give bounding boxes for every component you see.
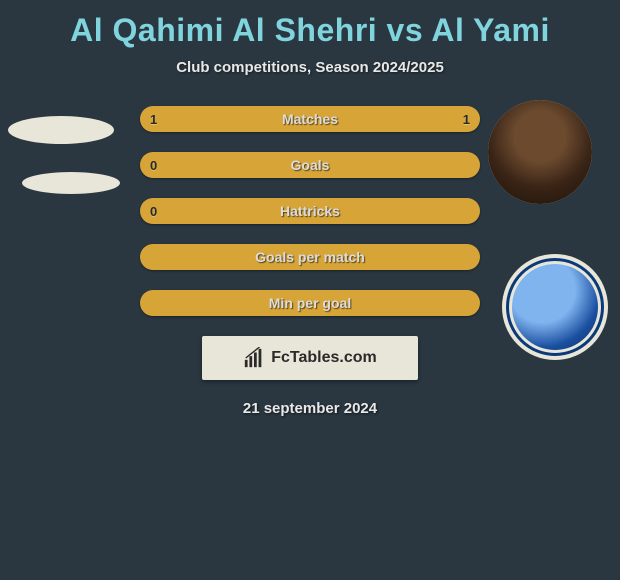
brand-box: FcTables.com [202,336,418,380]
stat-fill-right [310,106,480,132]
stat-row: Min per goal [140,290,480,316]
stat-fill-left [140,244,480,270]
comparison-panel: 11Matches 0Goals 0Hattricks Goals per match… [0,106,620,417]
right-club-badge [502,254,608,360]
stat-row: Goals per match [140,244,480,270]
page-title: Al Qahimi Al Shehri vs Al Yami [0,0,620,49]
stat-bars: 11Matches 0Goals 0Hattricks Goals per match… [140,106,480,316]
stat-row: 11Matches [140,106,480,132]
subtitle: Club competitions, Season 2024/2025 [0,59,620,76]
avatar-face [488,100,592,204]
stat-fill-left [140,290,480,316]
chart-icon [243,347,265,369]
date-label: 21 september 2024 [0,400,620,417]
stat-fill-left [140,152,480,178]
stat-fill-left [140,106,310,132]
stat-row: 0Goals [140,152,480,178]
badge-ball [512,264,598,350]
left-player-placeholder-1 [8,116,114,144]
stat-row: 0Hattricks [140,198,480,224]
stat-fill-left [140,198,480,224]
brand-text: FcTables.com [271,349,377,367]
right-player-avatar [488,100,592,204]
left-player-placeholder-2 [22,172,120,194]
